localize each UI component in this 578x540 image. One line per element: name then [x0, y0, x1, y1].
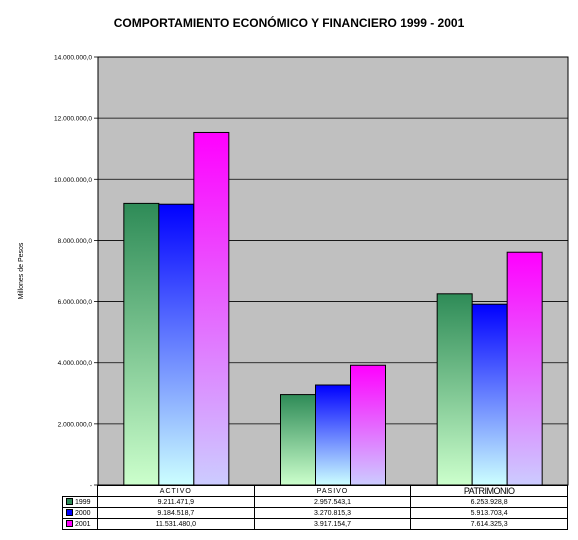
y-tick-label: 8.000.000,0 [58, 238, 93, 245]
data-table-header: ACTIVO PASIVO PATRIMONIO [62, 485, 568, 497]
data-table-row: 1999 9.211.471,9 2.957.543,1 6.253.928,8 [62, 496, 568, 508]
y-tick-label: 4.000.000,0 [58, 360, 93, 367]
y-tick-label: 12.000.000,0 [54, 116, 92, 123]
bar-activo-2000 [158, 203, 195, 486]
data-value-cell: 11.531.480,0 [97, 518, 255, 530]
legend-entry: 1999 [62, 496, 98, 508]
category-label: ACTIVO [97, 485, 255, 497]
bar-patrimonio-2001 [506, 251, 543, 486]
y-tick-label: 2.000.000,0 [58, 421, 93, 428]
data-value-cell: 7.614.325,3 [410, 518, 568, 530]
data-value-cell: 5.913.703,4 [410, 507, 568, 519]
legend-key [66, 509, 73, 517]
legend-key [66, 520, 73, 528]
y-axis-title: Millones de Pesos [18, 242, 25, 299]
legend-key [66, 498, 73, 506]
y-tick-label: 6.000.000,0 [58, 299, 93, 306]
legend-entry: 2001 [62, 518, 98, 530]
category-label: PASIVO [253, 485, 412, 497]
bar-patrimonio-1999 [436, 293, 473, 486]
data-value-cell: 2.957.543,1 [253, 496, 412, 508]
bar-activo-1999 [123, 202, 160, 486]
legend-label: 1999 [75, 498, 91, 506]
data-table-corner [62, 485, 98, 497]
bar-pasivo-2001 [350, 364, 386, 486]
y-tick-label: 14.000.000,0 [54, 55, 92, 62]
category-label: PATRIMONIO [410, 485, 568, 497]
bars [123, 131, 543, 486]
data-value-cell: 9.211.471,9 [97, 496, 255, 508]
data-value-cell: 6.253.928,8 [410, 496, 568, 508]
y-tick-label: 10.000.000,0 [54, 177, 92, 184]
data-value-cell: 3.270.815,3 [253, 507, 412, 519]
data-table: ACTIVO PASIVO PATRIMONIO 1999 9.211.471,9 2.… [62, 485, 568, 530]
data-table-row: 2000 9.184.518,7 3.270.815,3 5.913.703,4 [62, 507, 568, 519]
bar-pasivo-1999 [280, 394, 316, 486]
bar-activo-2001 [193, 131, 230, 486]
data-value-cell: 9.184.518,7 [97, 507, 255, 519]
y-axis-ticks: -2.000.000,04.000.000,06.000.000,08.000.… [54, 55, 98, 490]
legend-label: 2000 [75, 509, 91, 517]
bar-pasivo-2000 [315, 384, 351, 486]
data-table-row: 2001 11.531.480,0 3.917.154,7 7.614.325,3 [62, 518, 568, 530]
chart-title: COMPORTAMIENTO ECONÓMICO Y FINANCIERO 19… [113, 16, 465, 30]
legend-entry: 2000 [62, 507, 98, 519]
bar-patrimonio-2000 [471, 303, 508, 486]
data-value-cell: 3.917.154,7 [253, 518, 412, 530]
legend-label: 2001 [75, 520, 91, 528]
